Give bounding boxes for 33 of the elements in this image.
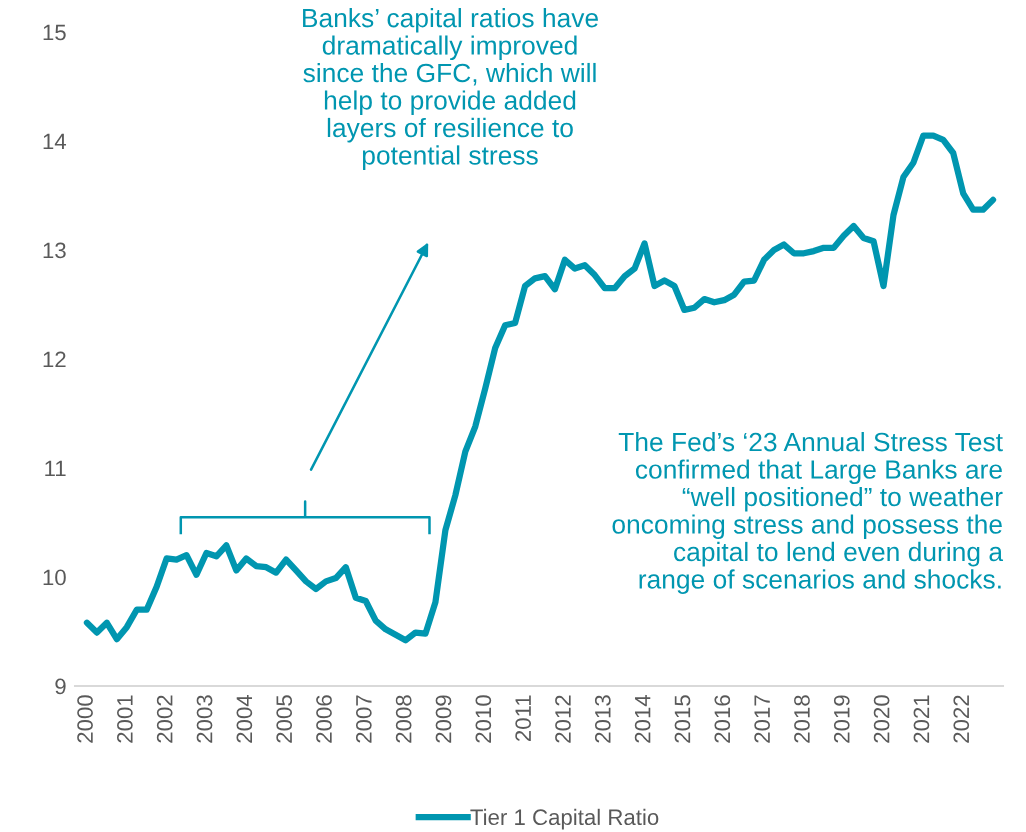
x-tick-label: 2006 bbox=[316, 695, 332, 743]
x-tick-label: 2007 bbox=[355, 695, 372, 743]
x-tick-label: 2004 bbox=[236, 694, 253, 743]
y-tick-label: 9 bbox=[55, 678, 66, 695]
x-tick-label: 2003 bbox=[196, 695, 213, 743]
annotation: The Fed’s ‘23 Annual Stress Test confirmed that Large Banks are “well positioned” to weather oncoming stress and possess the capital to lend even during a range of scenarios and shocks. bbox=[612, 432, 1004, 594]
x-tick-label: 2020 bbox=[873, 695, 890, 743]
x-tick-label: 2008 bbox=[395, 695, 412, 743]
x-tick-label: 2000 bbox=[77, 695, 93, 743]
y-tick-label: 10 bbox=[43, 569, 66, 586]
x-tick-label: 2021 bbox=[913, 695, 930, 743]
x-tick-label: 2002 bbox=[156, 695, 173, 743]
x-tick-label: 2013 bbox=[594, 695, 611, 743]
x-tick-label: 2016 bbox=[714, 695, 731, 743]
x-tick-label: 2010 bbox=[475, 695, 492, 743]
x-tick-label: 2017 bbox=[754, 695, 770, 743]
x-tick-label: 2009 bbox=[435, 695, 452, 743]
x-tick-label: 2018 bbox=[794, 695, 810, 743]
y-tick-label: 15 bbox=[43, 24, 66, 41]
legend-label: Tier 1 Capital Ratio bbox=[470, 808, 659, 830]
annotation: Banks’ capital ratios have dramatically improved since the GFC, which will help to provide added layers of resilience to potential stress bbox=[303, 8, 598, 170]
x-tick-label: 2005 bbox=[276, 695, 293, 743]
y-tick-label: 12 bbox=[43, 351, 66, 368]
x-tick-label: 2011 bbox=[515, 695, 532, 742]
x-tick-label: 2001 bbox=[117, 695, 133, 743]
x-tick-label: 2015 bbox=[674, 695, 691, 743]
y-tick-label: 13 bbox=[43, 242, 66, 259]
y-tick-label: 14 bbox=[43, 133, 67, 150]
x-tick-label: 2022 bbox=[953, 695, 970, 743]
y-tick-label: 11 bbox=[45, 460, 66, 477]
x-tick-label: 2019 bbox=[833, 695, 850, 743]
x-tick-label: 2014 bbox=[634, 694, 651, 743]
x-tick-label: 2012 bbox=[555, 695, 571, 743]
